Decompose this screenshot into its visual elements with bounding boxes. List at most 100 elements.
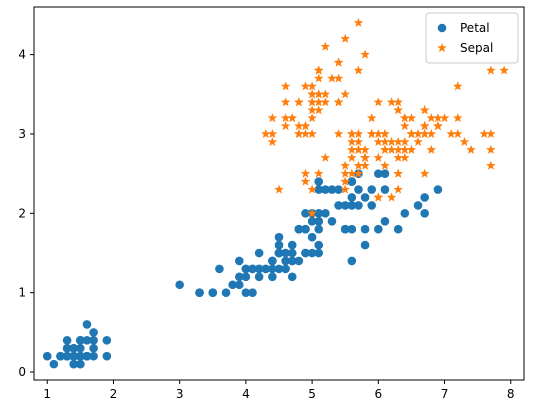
point-petal (334, 185, 343, 194)
point-petal (274, 240, 284, 250)
point-petal (234, 256, 244, 266)
point-petal (314, 185, 324, 194)
point-sepal (400, 136, 410, 146)
point-petal (314, 240, 324, 250)
point-sepal (426, 128, 437, 139)
point-sepal (294, 121, 304, 131)
point-sepal (333, 128, 344, 139)
point-sepal (426, 113, 437, 123)
point-petal (433, 185, 443, 194)
point-sepal (280, 121, 291, 131)
y-tick-label: 0 (18, 365, 26, 379)
point-sepal (486, 128, 496, 139)
point-petal (380, 185, 390, 194)
point-petal (234, 272, 244, 282)
point-petal (314, 224, 324, 234)
point-petal (321, 185, 330, 194)
point-sepal (373, 97, 384, 107)
point-petal (208, 288, 218, 298)
point-petal (76, 359, 85, 369)
point-sepal (479, 128, 490, 139)
plot-area (42, 17, 509, 369)
point-sepal (333, 57, 344, 67)
point-petal (76, 351, 85, 361)
point-petal (76, 343, 85, 353)
point-sepal (353, 160, 364, 170)
point-petal (287, 272, 297, 282)
x-tick-label: 3 (176, 387, 184, 401)
point-petal (347, 224, 357, 234)
point-petal (340, 201, 350, 210)
x-tick-label: 2 (110, 387, 118, 401)
point-sepal (300, 176, 311, 186)
point-sepal (340, 160, 350, 170)
point-sepal (380, 144, 390, 154)
point-sepal (307, 128, 317, 139)
point-sepal (393, 136, 403, 146)
legend-marker-sepal (437, 43, 447, 53)
point-petal (354, 185, 363, 194)
point-sepal (280, 97, 291, 107)
point-petal (314, 216, 324, 226)
series-petal (42, 169, 443, 369)
point-petal (360, 240, 370, 250)
point-petal (393, 224, 403, 234)
point-petal (347, 201, 357, 210)
point-petal (281, 248, 290, 258)
point-petal (268, 264, 277, 274)
point-petal (248, 264, 257, 274)
point-sepal (459, 136, 470, 146)
point-petal (62, 343, 72, 353)
point-sepal (360, 152, 370, 162)
point-petal (294, 224, 304, 234)
point-sepal (333, 97, 344, 107)
point-sepal (320, 89, 331, 99)
legend-item-petal: Petal (437, 21, 490, 35)
point-petal (89, 328, 98, 337)
point-petal (287, 248, 297, 258)
point-petal (69, 343, 79, 353)
point-petal (82, 351, 92, 361)
y-tick-label: 4 (18, 48, 26, 62)
point-petal (241, 264, 251, 274)
point-petal (62, 336, 72, 345)
point-petal (287, 240, 297, 250)
legend-label-petal: Petal (460, 21, 490, 35)
point-petal (89, 351, 98, 361)
legend-box (425, 12, 519, 64)
point-sepal (419, 121, 430, 131)
point-petal (301, 209, 310, 218)
point-petal (62, 351, 72, 361)
point-sepal (280, 81, 291, 91)
point-sepal (400, 121, 410, 131)
point-sepal (320, 41, 331, 51)
x-tick-label: 6 (375, 387, 383, 401)
point-sepal (386, 144, 397, 154)
point-petal (420, 193, 429, 202)
point-sepal (393, 168, 403, 178)
x-tick-label: 5 (308, 387, 316, 401)
point-sepal (347, 144, 357, 154)
point-sepal (380, 160, 390, 170)
point-petal (367, 201, 377, 210)
point-petal (221, 288, 231, 298)
point-petal (321, 209, 330, 218)
axes-frame (33, 6, 525, 381)
point-petal (287, 256, 297, 266)
point-sepal (386, 97, 397, 107)
point-sepal (360, 160, 370, 170)
point-sepal (380, 136, 390, 146)
point-petal (69, 351, 79, 361)
point-petal (274, 248, 284, 258)
point-sepal (366, 113, 377, 123)
point-sepal (393, 152, 403, 162)
point-petal (301, 224, 310, 234)
point-sepal (366, 128, 377, 139)
x-tick-label: 8 (507, 387, 515, 401)
point-petal (102, 336, 112, 345)
point-sepal (400, 152, 410, 162)
point-petal (42, 351, 52, 361)
point-sepal (353, 168, 364, 178)
point-sepal (313, 65, 324, 75)
point-sepal (300, 81, 311, 91)
